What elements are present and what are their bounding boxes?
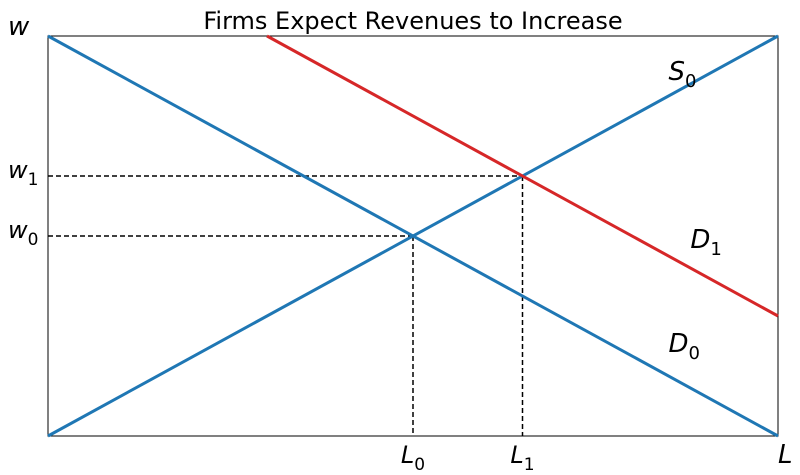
y-axis-label: w (8, 12, 30, 42)
x-tick-label-L0: L0 (401, 441, 425, 475)
curve-label-D1: D1 (690, 225, 721, 260)
series-lines (47, 34, 779, 438)
series-line-D0 (47, 34, 779, 438)
curve-label-S0: S0 (669, 57, 697, 92)
curve-label-D0: D0 (669, 329, 700, 364)
chart-labels: w L L0 w0 L1 w1 S0 D1 D0 (8, 12, 793, 475)
y-tick-label-w0: w0 (8, 216, 38, 250)
x-tick-label-L1: L1 (510, 441, 534, 475)
series-line-D1 (266, 34, 779, 318)
y-tick-label-w1: w1 (8, 156, 38, 190)
chart-title: Firms Expect Revenues to Increase (203, 7, 622, 35)
guide-lines (48, 175, 524, 436)
x-axis-label: L (778, 440, 793, 470)
